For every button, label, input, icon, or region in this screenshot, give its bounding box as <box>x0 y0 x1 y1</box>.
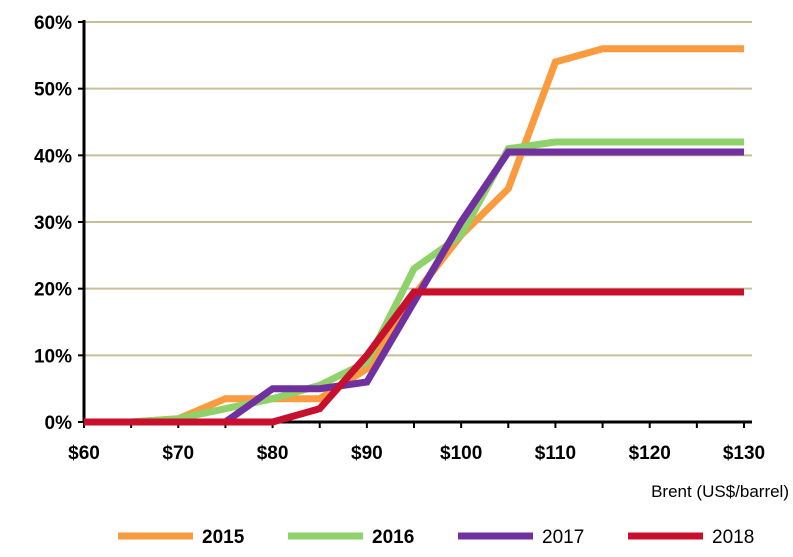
y-tick-label: 60% <box>34 13 72 34</box>
x-tick-label: $90 <box>351 443 383 464</box>
series-lines <box>84 45 744 426</box>
x-tick-label: $60 <box>68 443 100 464</box>
x-tick-label: $100 <box>440 443 482 464</box>
y-axis-ticks: 0% 10% 20% 30% 40% 50% 60% <box>34 13 84 434</box>
x-tick-label: $80 <box>257 443 289 464</box>
y-tick-label: 40% <box>34 146 72 167</box>
x-tick-label: $110 <box>535 443 576 464</box>
x-tick-label: $120 <box>629 443 671 464</box>
x-tick-label: $130 <box>723 443 765 464</box>
x-axis-label: Brent (US$/barrel) <box>651 482 789 501</box>
legend: 2015 2016 2017 2018 <box>118 527 754 548</box>
y-tick-label: 20% <box>34 280 72 301</box>
legend-label-2015: 2015 <box>202 527 245 548</box>
series-line-2018 <box>84 288 744 426</box>
legend-label-2017: 2017 <box>542 527 584 548</box>
gridlines <box>84 21 752 357</box>
x-axis-ticks: $60 $70 $80 $90 $100 $110 $120 $130 <box>68 422 765 464</box>
x-tick-label: $70 <box>162 443 194 464</box>
y-tick-label: 10% <box>34 346 72 367</box>
y-tick-label: 30% <box>34 213 72 234</box>
y-tick-label: 50% <box>34 80 72 101</box>
y-tick-label: 0% <box>45 413 73 434</box>
legend-label-2018: 2018 <box>712 527 754 548</box>
series-line-2015 <box>84 45 744 426</box>
series-line-2016 <box>84 138 744 426</box>
legend-label-2016: 2016 <box>372 527 414 548</box>
series-line-2017 <box>84 148 744 426</box>
